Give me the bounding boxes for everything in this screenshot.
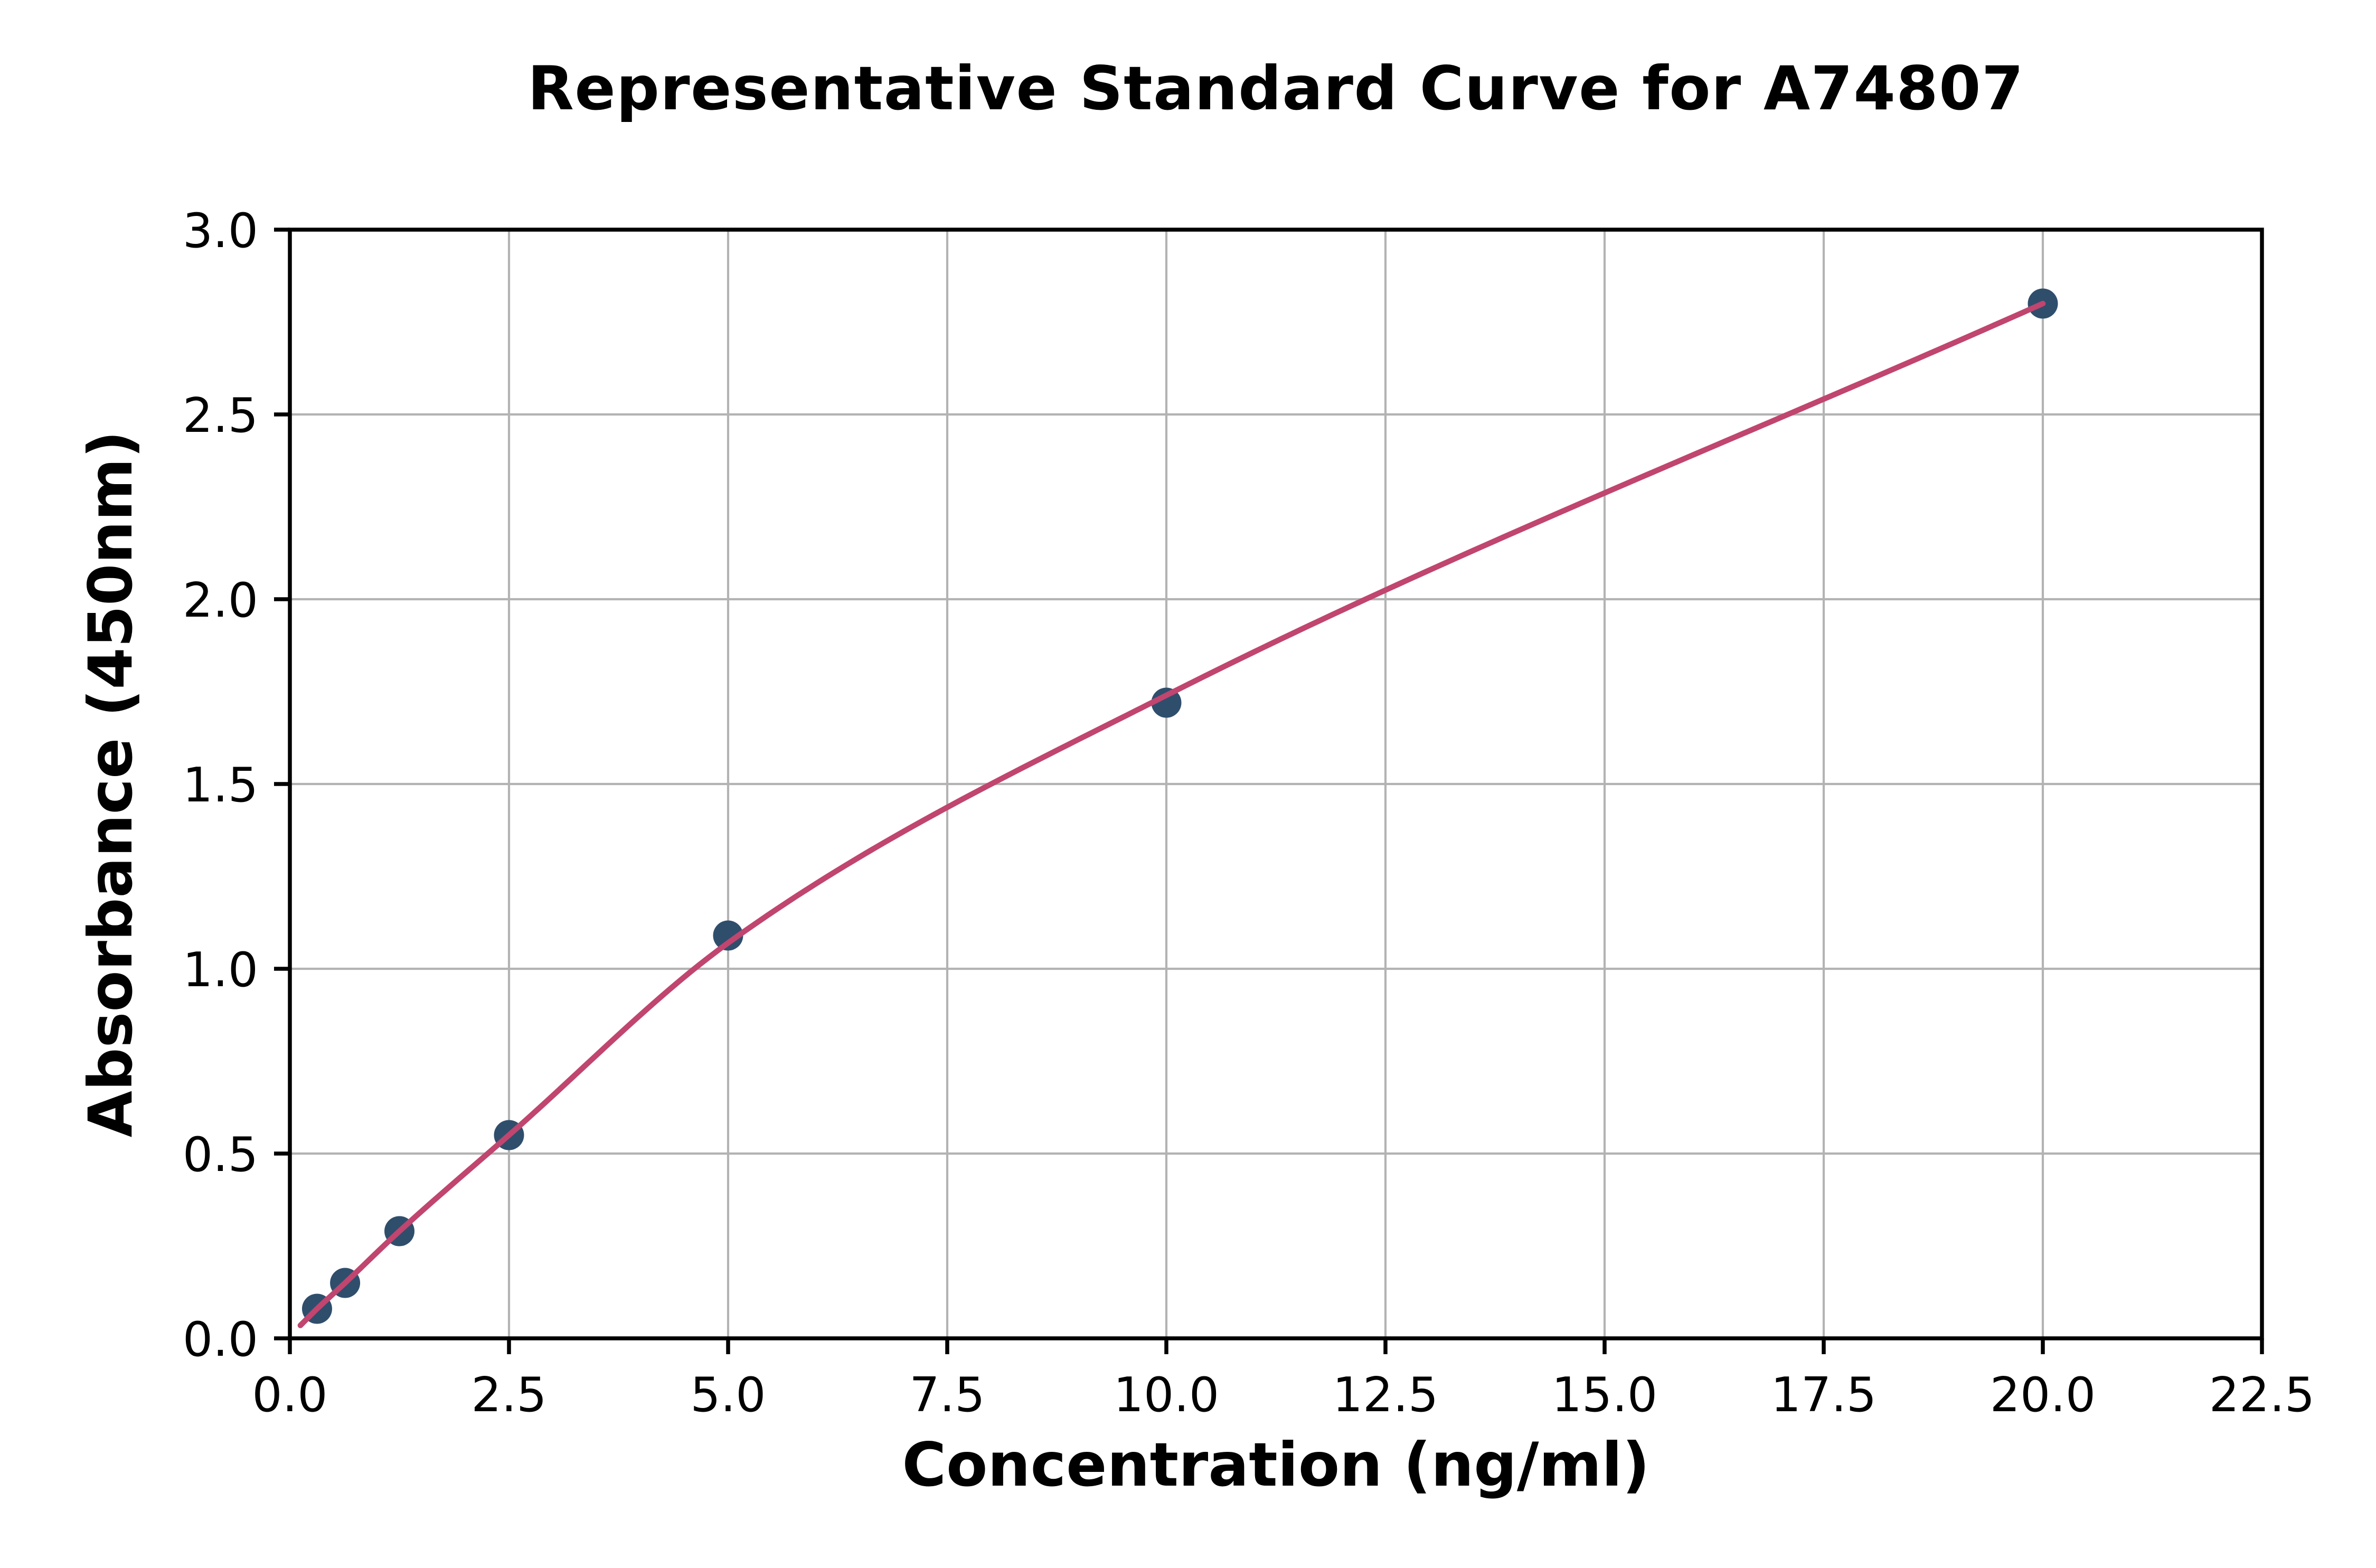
x-tick-label: 22.5 [2209, 1367, 2315, 1423]
x-tick-label: 12.5 [1333, 1367, 1438, 1423]
x-tick-label: 0.0 [252, 1367, 327, 1423]
y-tick-label: 1.0 [183, 942, 258, 998]
x-tick-label: 2.5 [471, 1367, 546, 1423]
data-point [1151, 687, 1182, 718]
chart-title: Representative Standard Curve for A74807 [527, 54, 2024, 124]
y-tick-label: 2.0 [183, 573, 258, 628]
y-tick-label: 0.5 [183, 1127, 258, 1183]
x-tick-label: 15.0 [1552, 1367, 1657, 1423]
x-tick-label: 10.0 [1114, 1367, 1219, 1423]
data-point [713, 920, 743, 951]
y-tick-label: 0.0 [183, 1312, 258, 1367]
fitted-curve [297, 300, 2046, 1328]
y-tick-label: 1.5 [183, 758, 258, 813]
y-tick-label: 2.5 [183, 388, 258, 443]
x-tick-label: 20.0 [1990, 1367, 2096, 1423]
x-tick-label: 5.0 [690, 1367, 766, 1423]
x-axis-label: Concentration (ng/ml) [902, 1430, 1650, 1500]
x-tick-label: 17.5 [1771, 1367, 1877, 1423]
x-tick-label: 7.5 [909, 1367, 985, 1423]
y-tick-label: 3.0 [183, 203, 258, 259]
